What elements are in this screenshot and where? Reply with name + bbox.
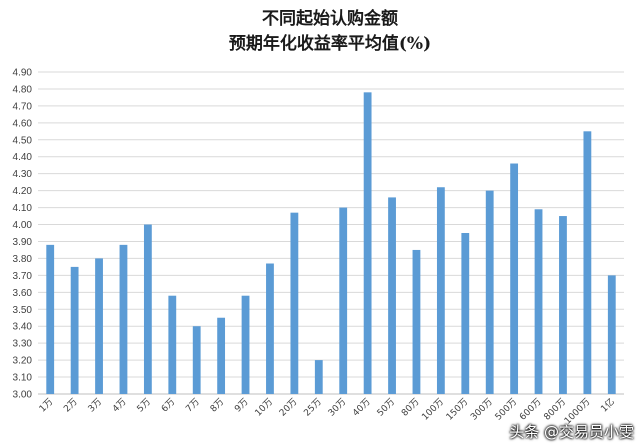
- x-tick-label: 4万: [111, 397, 128, 414]
- watermark: 头条 @交易员小雯: [509, 423, 634, 441]
- bar: [388, 197, 396, 394]
- y-tick-label: 3.00: [13, 390, 33, 401]
- bar: [436, 187, 445, 394]
- bar: [412, 249, 421, 394]
- bar: [290, 212, 299, 394]
- x-tick-label: 100万: [420, 397, 446, 423]
- bar: [534, 209, 543, 394]
- chart-title-line-2: 预期年化收益率平均值(%): [229, 33, 431, 54]
- bars: [46, 92, 616, 394]
- bar: [583, 131, 592, 394]
- bar: [143, 224, 152, 394]
- chart-title-line-1: 不同起始认购金额: [262, 8, 398, 29]
- x-tick-label: 2万: [62, 397, 79, 414]
- x-tick-label: 600万: [518, 397, 544, 423]
- bar: [70, 266, 79, 394]
- y-tick-label: 4.90: [13, 68, 33, 79]
- x-tick-label: 10万: [254, 397, 276, 419]
- y-tick-label: 4.30: [13, 169, 33, 180]
- bar: [119, 244, 128, 394]
- y-tick-label: 3.10: [13, 373, 33, 384]
- bar: [217, 317, 226, 394]
- y-tick-label: 4.00: [13, 220, 33, 231]
- x-tick-label: 20万: [278, 397, 300, 419]
- x-tick-label: 5万: [136, 397, 153, 414]
- gridlines: [38, 71, 624, 395]
- bar: [95, 258, 103, 394]
- bar: [363, 92, 372, 394]
- x-tick-label: 500万: [494, 397, 520, 423]
- y-tick-label: 4.40: [13, 152, 33, 163]
- bar: [241, 295, 250, 394]
- x-tick-label: 7万: [184, 397, 201, 414]
- y-tick-label: 4.70: [13, 101, 33, 112]
- bar: [607, 275, 616, 394]
- y-tick-label: 3.20: [13, 356, 33, 367]
- y-tick-label: 3.50: [13, 305, 33, 316]
- x-tick-label: 50万: [376, 397, 398, 419]
- y-axis-ticks: 3.00 3.10 3.20 3.30 3.40 3.50 3.60 3.70 3.80 3.90…: [13, 68, 33, 401]
- bar: [339, 207, 348, 394]
- bar: [192, 326, 201, 394]
- x-tick-label: 6万: [160, 397, 177, 414]
- x-tick-label: 8万: [209, 397, 226, 414]
- x-tick-label: 3万: [87, 397, 104, 414]
- bar: [510, 163, 519, 394]
- x-tick-label: 80万: [400, 397, 422, 419]
- y-tick-label: 4.60: [13, 118, 33, 129]
- y-tick-label: 4.20: [13, 186, 33, 197]
- bar: [559, 216, 567, 394]
- x-tick-label: 150万: [445, 397, 471, 423]
- bar: [485, 190, 494, 394]
- y-tick-label: 4.80: [13, 84, 33, 95]
- y-tick-label: 4.50: [13, 135, 33, 146]
- y-tick-label: 3.70: [13, 271, 33, 282]
- bar: [461, 233, 470, 394]
- x-tick-label: 1万: [38, 397, 55, 414]
- y-tick-label: 3.90: [13, 237, 33, 248]
- x-tick-label: 30万: [327, 397, 349, 419]
- bar: [266, 263, 274, 394]
- x-tick-label: 9万: [233, 397, 250, 414]
- y-tick-label: 3.30: [13, 339, 33, 350]
- bar: [168, 295, 177, 394]
- y-tick-label: 3.40: [13, 322, 33, 333]
- y-tick-label: 3.60: [13, 288, 33, 299]
- x-tick-label: 300万: [469, 397, 495, 423]
- x-tick-label: 40万: [351, 397, 373, 419]
- y-tick-label: 3.80: [13, 254, 33, 265]
- y-tick-label: 4.10: [13, 203, 33, 214]
- x-tick-label: 1亿: [598, 396, 617, 415]
- bar: [46, 244, 55, 394]
- bar: [314, 360, 323, 394]
- x-tick-label: 25万: [302, 397, 324, 419]
